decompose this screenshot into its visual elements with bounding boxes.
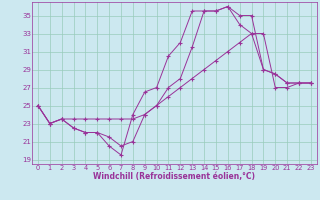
X-axis label: Windchill (Refroidissement éolien,°C): Windchill (Refroidissement éolien,°C) — [93, 172, 255, 181]
